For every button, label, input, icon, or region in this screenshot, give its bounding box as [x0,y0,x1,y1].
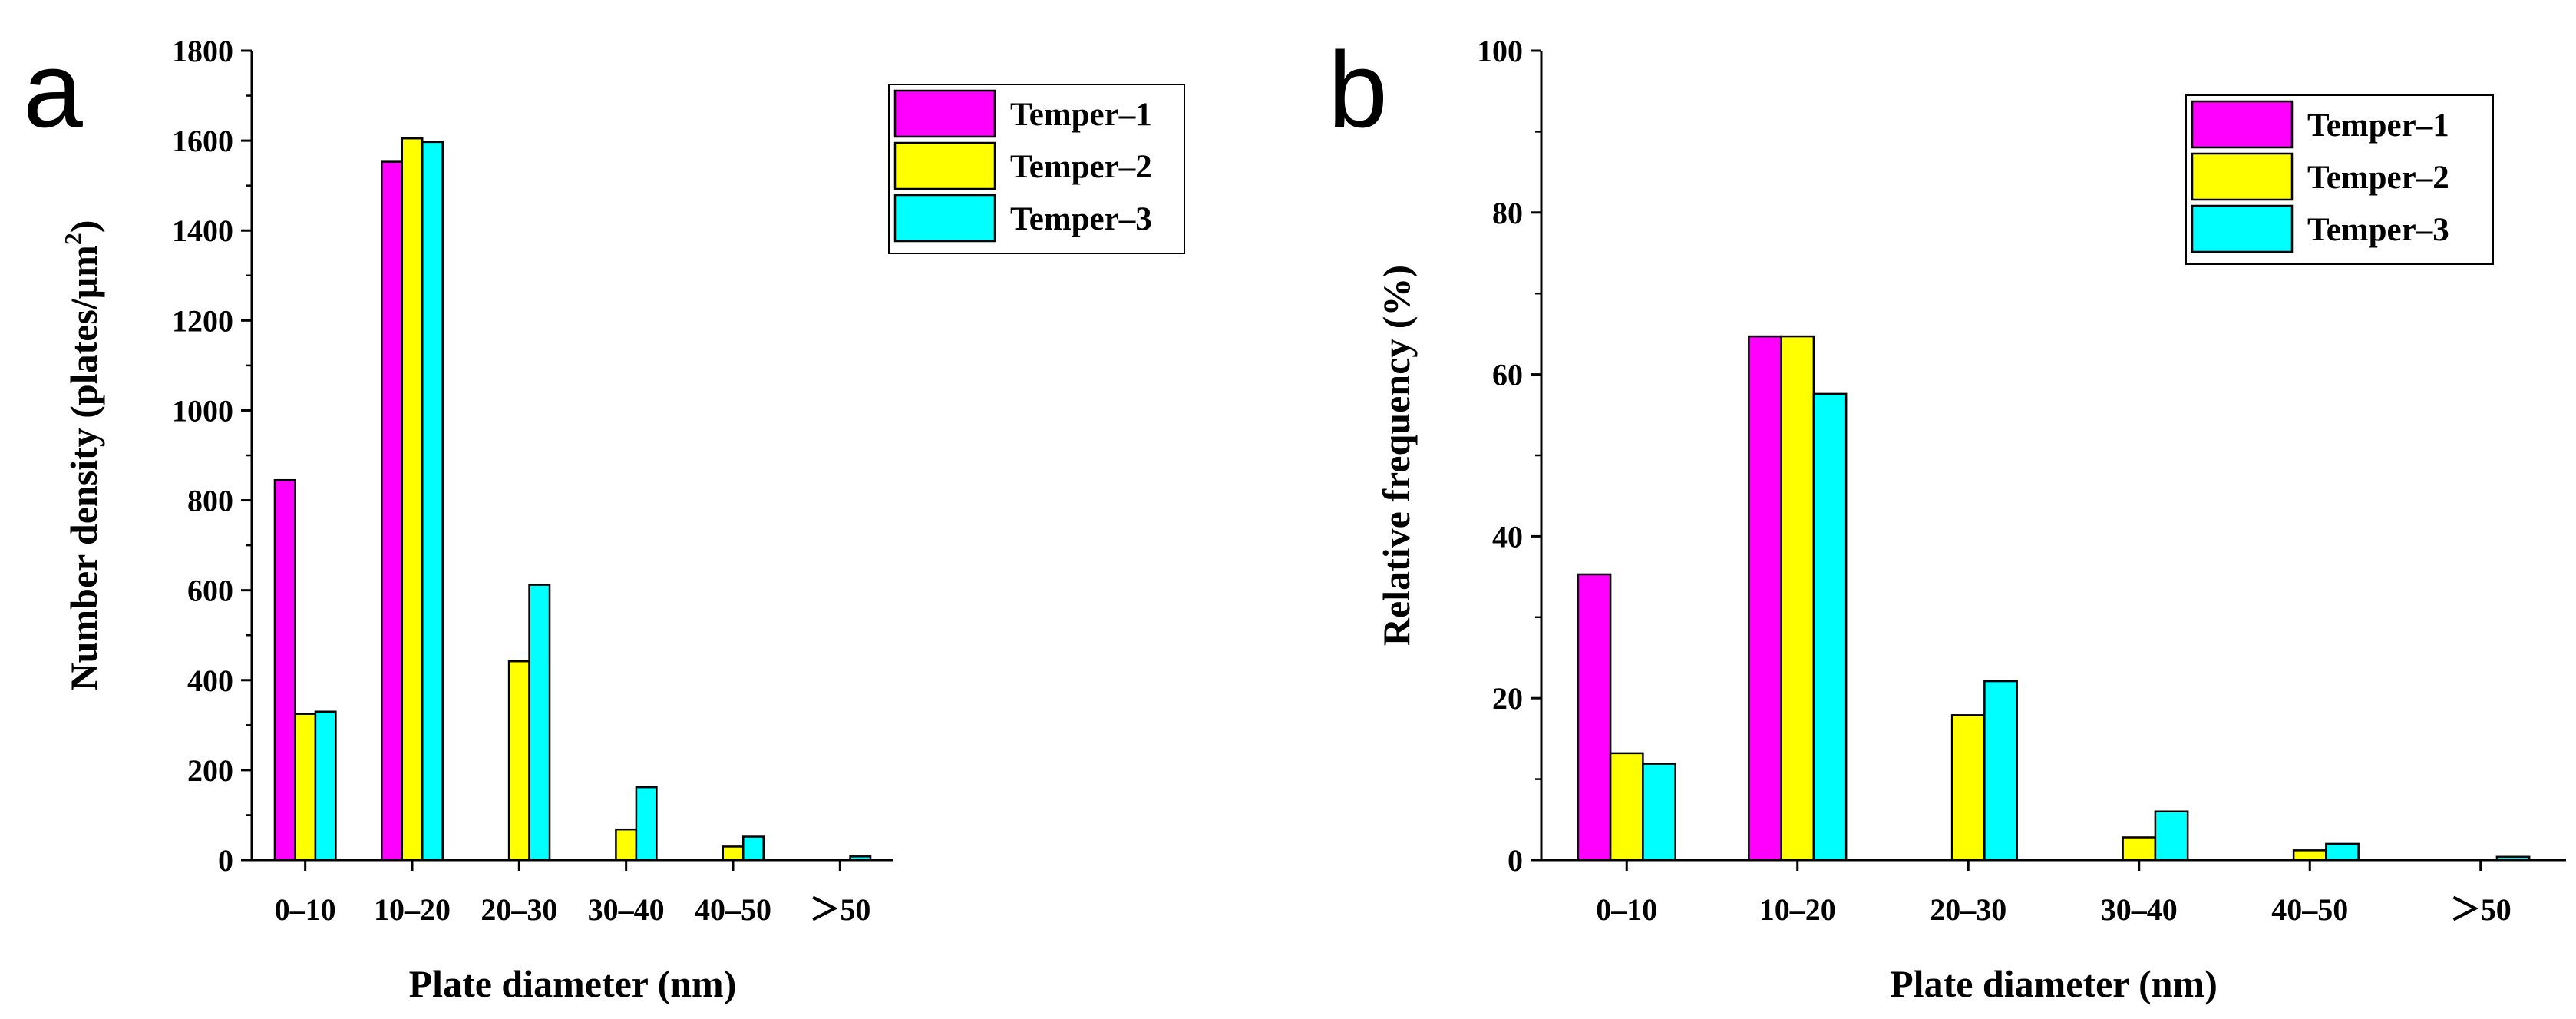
y-tick-label: 1200 [172,303,233,338]
y-axis-title-main: Number density (plates/μm [62,245,105,690]
legend-swatch [893,89,996,138]
bar-a-s2-c4 [615,828,638,862]
x-tick-label: 30–40 [2101,892,2178,927]
x-tick-label: ＞50 [2450,892,2512,927]
bar-b-s1-c1 [1577,573,1612,862]
chart-panel-b: b 0 20 40 60 80 100 0–10 10–20 20–30 30–40 40–50 ＞50… [1328,29,2566,1005]
legend-swatch [2191,100,2294,149]
panel-label: b [1328,29,1388,150]
y-tick-label: 800 [187,484,233,518]
bar-b-s2-c1 [1609,752,1644,862]
bar-a-s1-c1 [273,478,296,862]
bar-b-s3-c5 [2325,842,2360,862]
y-tick-label: 400 [187,663,233,698]
bar-b-s1-c2 [1748,335,1782,862]
bar-a-s3-c3 [528,584,551,862]
bar-b-s3-c4 [2154,810,2189,862]
legend-label: Temper–2 [2307,160,2449,196]
y-tick-label: 80 [1492,196,1523,230]
y-tick-label: 600 [187,574,233,608]
y-tick-label: 1000 [172,393,233,428]
bar-a-s2-c3 [507,660,530,862]
bar-a-s2-c2 [401,137,424,862]
y-axis-title-end: ) [62,220,105,233]
bar-a-s2-c5 [722,845,745,862]
y-axis-title-superscript: 2 [59,233,87,245]
bar-a-s2-c1 [294,713,317,862]
bar-a-s3-c2 [421,141,444,862]
bar-b-s2-c3 [1950,714,1986,862]
x-tick-label: 0–10 [275,892,336,927]
x-tick-label: 10–20 [374,892,451,927]
legend-label: Temper–3 [2307,212,2449,248]
bar-b-s3-c3 [1983,680,2018,862]
bar-a-s1-c2 [381,160,404,862]
x-tick-label: 30–40 [588,892,665,927]
y-tick-label: 20 [1492,681,1523,716]
x-tick-label: 40–50 [2271,892,2348,927]
y-axis-title: Relative frequency (%) [1375,265,1418,646]
legend: Temper–1 Temper–2 Temper–3 [888,84,1185,254]
bar-a-s3-c5 [741,835,765,862]
x-tick-label: 20–30 [1930,892,2006,927]
y-axis-title-main: Relative frequency (%) [1375,265,1418,646]
x-tick-label: 40–50 [695,892,771,927]
legend-swatch [2191,204,2294,253]
x-axis-title: Plate diameter (nm) [1890,962,2218,1005]
x-tick-label: 10–20 [1759,892,1836,927]
y-tick-label: 1600 [172,124,233,158]
x-tick-label: ＞50 [809,892,870,927]
bar-a-s3-c1 [314,710,337,862]
y-tick-label: 0 [218,843,233,878]
x-tick-label: 0–10 [1596,892,1657,927]
legend-swatch [893,141,996,190]
panel-label: a [23,29,83,150]
x-tick-label: 20–30 [481,892,557,927]
chart-panel-a: a 0 200 400 600 800 1000 1200 1400 1600 1800 0–10 10… [23,29,1185,1005]
y-tick-label: 100 [1477,34,1523,68]
legend-swatch [893,194,996,243]
legend-label: Temper–1 [2307,108,2449,144]
y-tick-label: 40 [1492,519,1523,554]
legend-label: Temper–3 [1010,201,1152,237]
legend-swatch [2191,152,2294,201]
y-tick-label: 60 [1492,358,1523,392]
x-axis-title: Plate diameter (nm) [409,962,737,1005]
y-tick-label: 200 [187,753,233,788]
bar-b-s2-c2 [1780,335,1815,862]
bar-b-s3-c2 [1812,392,1848,862]
bar-a-s3-c4 [635,786,658,862]
y-tick-label: 0 [1508,843,1523,878]
legend-label: Temper–1 [1010,97,1152,133]
bar-b-s2-c4 [2122,836,2157,862]
legend-label: Temper–2 [1010,149,1152,185]
legend: Temper–1 Temper–2 Temper–3 [2185,94,2494,265]
bar-b-s3-c1 [1642,763,1676,862]
y-axis-title: Number density (plates/μm2) [59,220,105,691]
y-tick-label: 1400 [172,213,233,248]
y-tick-label: 1800 [172,34,233,68]
bar-b-s2-c5 [2292,849,2327,862]
